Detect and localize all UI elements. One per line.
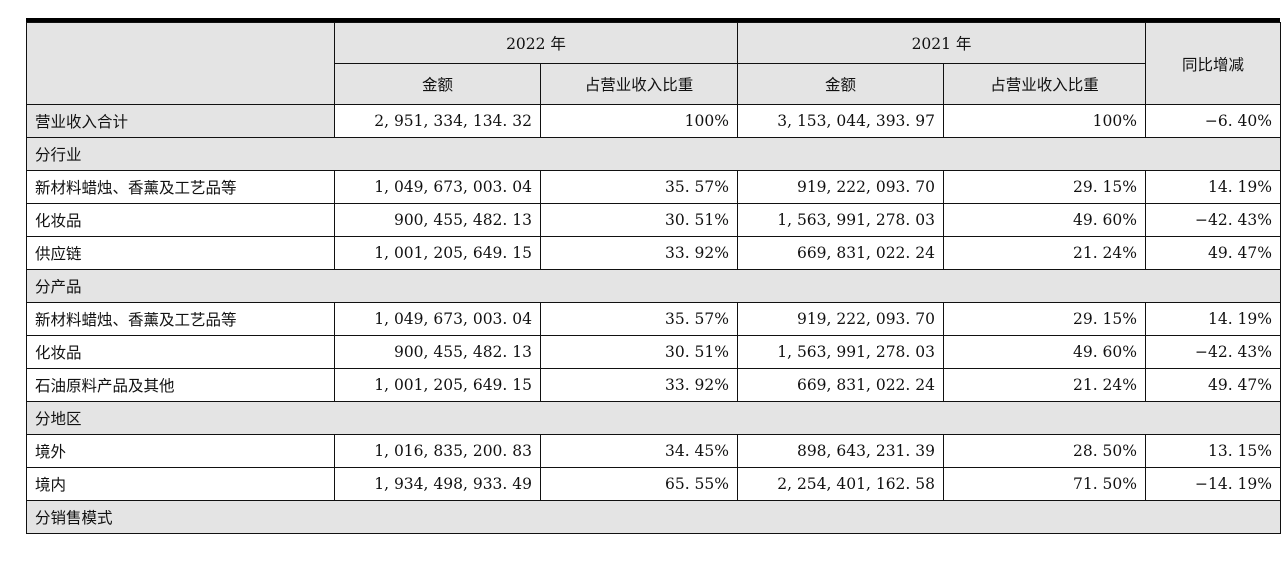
yoy-change: −42. 43% bbox=[1145, 335, 1281, 369]
amount-2021: 919, 222, 093. 70 bbox=[737, 302, 944, 336]
share-2021: 21. 24% bbox=[943, 236, 1146, 270]
section-title: 分销售模式 bbox=[26, 500, 1281, 534]
row-label: 境外 bbox=[26, 434, 335, 468]
header-blank-cell bbox=[26, 22, 335, 105]
amount-2022: 1, 934, 498, 933. 49 bbox=[334, 467, 541, 501]
amount-2022: 1, 016, 835, 200. 83 bbox=[334, 434, 541, 468]
yoy-change: 49. 47% bbox=[1145, 236, 1281, 270]
section-row: 分销售模式 bbox=[26, 500, 1281, 534]
row-label: 石油原料产品及其他 bbox=[26, 368, 335, 402]
amount-2022: 1, 001, 205, 649. 15 bbox=[334, 236, 541, 270]
row-label: 新材料蜡烛、香薰及工艺品等 bbox=[26, 170, 335, 204]
table-row: 化妆品 900, 455, 482. 13 30. 51% 1, 563, 991, … bbox=[26, 335, 1281, 369]
yoy-change: 13. 15% bbox=[1145, 434, 1281, 468]
header-year-2022: 2022 年 bbox=[334, 22, 738, 64]
total-row: 营业收入合计 2, 951, 334, 134. 32 100% 3, 153,… bbox=[26, 104, 1281, 138]
header-share-2021: 占营业收入比重 bbox=[943, 63, 1146, 105]
table-row: 境内 1, 934, 498, 933. 49 65. 55% 2, 254, 401… bbox=[26, 467, 1281, 501]
share-2022: 30. 51% bbox=[540, 203, 738, 237]
share-2021: 21. 24% bbox=[943, 368, 1146, 402]
share-2022: 65. 55% bbox=[540, 467, 738, 501]
header-amount-2022: 金额 bbox=[334, 63, 541, 105]
section-title: 分地区 bbox=[26, 401, 1281, 435]
table-row: 化妆品 900, 455, 482. 13 30. 51% 1, 563, 991, … bbox=[26, 203, 1281, 237]
share-2021: 49. 60% bbox=[943, 335, 1146, 369]
amount-2021: 1, 563, 991, 278. 03 bbox=[737, 335, 944, 369]
amount-2021: 3, 153, 044, 393. 97 bbox=[737, 104, 944, 138]
share-2021: 100% bbox=[943, 104, 1146, 138]
section-row: 分地区 bbox=[26, 401, 1281, 435]
yoy-change: −42. 43% bbox=[1145, 203, 1281, 237]
yoy-change: −14. 19% bbox=[1145, 467, 1281, 501]
share-2022: 30. 51% bbox=[540, 335, 738, 369]
amount-2021: 898, 643, 231. 39 bbox=[737, 434, 944, 468]
share-2021: 71. 50% bbox=[943, 467, 1146, 501]
row-label: 化妆品 bbox=[26, 203, 335, 237]
amount-2021: 919, 222, 093. 70 bbox=[737, 170, 944, 204]
yoy-change: −6. 40% bbox=[1145, 104, 1281, 138]
header-share-2022: 占营业收入比重 bbox=[540, 63, 738, 105]
yoy-change: 49. 47% bbox=[1145, 368, 1281, 402]
row-label: 化妆品 bbox=[26, 335, 335, 369]
header-row-years: 2022 年 2021 年 同比增减 bbox=[26, 22, 1281, 105]
section-title: 分产品 bbox=[26, 269, 1281, 303]
header-yoy: 同比增减 bbox=[1145, 22, 1281, 105]
amount-2022: 1, 001, 205, 649. 15 bbox=[334, 368, 541, 402]
row-label: 营业收入合计 bbox=[26, 104, 335, 138]
header-amount-2021: 金额 bbox=[737, 63, 944, 105]
share-2021: 29. 15% bbox=[943, 170, 1146, 204]
amount-2021: 669, 831, 022. 24 bbox=[737, 236, 944, 270]
table-row: 境外 1, 016, 835, 200. 83 34. 45% 898, 643, 2… bbox=[26, 434, 1281, 468]
share-2022: 35. 57% bbox=[540, 170, 738, 204]
row-label: 境内 bbox=[26, 467, 335, 501]
table-row: 新材料蜡烛、香薰及工艺品等 1, 049, 673, 003. 04 35. 57%… bbox=[26, 170, 1281, 204]
amount-2021: 2, 254, 401, 162. 58 bbox=[737, 467, 944, 501]
header-year-2021: 2021 年 bbox=[737, 22, 1146, 64]
amount-2021: 1, 563, 991, 278. 03 bbox=[737, 203, 944, 237]
share-2021: 29. 15% bbox=[943, 302, 1146, 336]
share-2022: 35. 57% bbox=[540, 302, 738, 336]
yoy-change: 14. 19% bbox=[1145, 302, 1281, 336]
amount-2022: 900, 455, 482. 13 bbox=[334, 203, 541, 237]
header-row-columns: 金额 占营业收入比重 金额 占营业收入比重 bbox=[27, 63, 1281, 105]
amount-2022: 1, 049, 673, 003. 04 bbox=[334, 302, 541, 336]
share-2022: 34. 45% bbox=[540, 434, 738, 468]
table-row: 新材料蜡烛、香薰及工艺品等 1, 049, 673, 003. 04 35. 57%… bbox=[26, 302, 1281, 336]
row-label: 新材料蜡烛、香薰及工艺品等 bbox=[26, 302, 335, 336]
top-rule bbox=[26, 18, 1280, 22]
amount-2021: 669, 831, 022. 24 bbox=[737, 368, 944, 402]
share-2021: 28. 50% bbox=[943, 434, 1146, 468]
section-row: 分产品 bbox=[26, 269, 1281, 303]
revenue-table: 2022 年 2021 年 同比增减 金额 占营业收入比重 金额 占营业收入比重… bbox=[26, 22, 1281, 534]
table-row: 供应链 1, 001, 205, 649. 15 33. 92% 669, 831, … bbox=[26, 236, 1281, 270]
yoy-change: 14. 19% bbox=[1145, 170, 1281, 204]
amount-2022: 1, 049, 673, 003. 04 bbox=[334, 170, 541, 204]
section-title: 分行业 bbox=[26, 137, 1281, 171]
row-label: 供应链 bbox=[26, 236, 335, 270]
table-row: 石油原料产品及其他 1, 001, 205, 649. 15 33. 92% 669,… bbox=[26, 368, 1281, 402]
share-2022: 100% bbox=[540, 104, 738, 138]
share-2021: 49. 60% bbox=[943, 203, 1146, 237]
share-2022: 33. 92% bbox=[540, 368, 738, 402]
revenue-table-container: 2022 年 2021 年 同比增减 金额 占营业收入比重 金额 占营业收入比重… bbox=[26, 18, 1281, 534]
amount-2022: 900, 455, 482. 13 bbox=[334, 335, 541, 369]
amount-2022: 2, 951, 334, 134. 32 bbox=[334, 104, 541, 138]
section-row: 分行业 bbox=[26, 137, 1281, 171]
share-2022: 33. 92% bbox=[540, 236, 738, 270]
